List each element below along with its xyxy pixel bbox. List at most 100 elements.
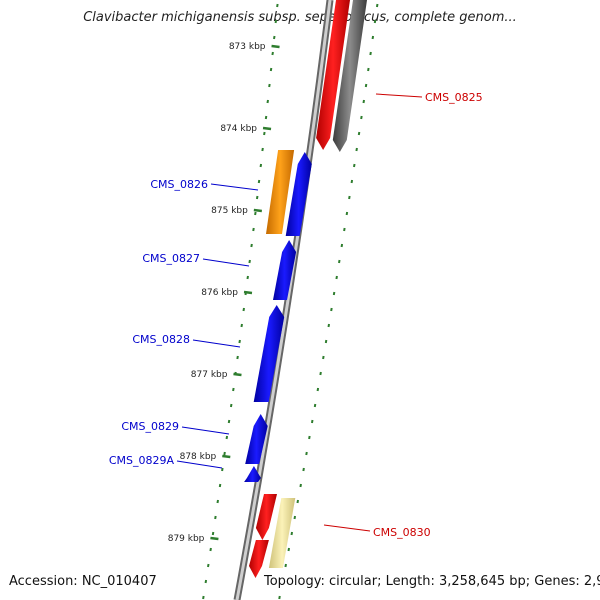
forward-guide-dot <box>218 483 222 488</box>
gene-labels: CMS_0825 CMS_0826 CMS_0827 CMS_0828 CMS_0829… <box>109 91 483 539</box>
forward-guide-dot <box>223 451 226 456</box>
gene-CMS_0825-companion-arrow[interactable] <box>332 0 367 152</box>
reverse-guide-dot <box>360 115 363 120</box>
gene-label-leader <box>210 183 259 191</box>
reverse-guide-dot <box>327 323 330 328</box>
gene-label-CMS_0826[interactable]: CMS_0826 <box>150 178 208 191</box>
reverse-guide-dot <box>330 307 333 312</box>
gene-label-CMS_0827[interactable]: CMS_0827 <box>142 252 200 265</box>
gene-CMS_0826-companion-bar[interactable] <box>266 150 295 234</box>
gene-CMS_0829A-arrow[interactable] <box>244 466 261 482</box>
gene-label-CMS_0825[interactable]: CMS_0825 <box>425 91 483 104</box>
forward-guide-dot <box>271 51 274 56</box>
forward-guide-dot <box>264 115 268 120</box>
gene-CMS_0826-arrow[interactable] <box>285 152 312 236</box>
forward-guide-dot <box>266 99 269 104</box>
forward-guide-dot <box>261 147 264 152</box>
forward-guide-dot <box>276 3 279 8</box>
gene-CMS_0828-arrow[interactable] <box>253 305 285 402</box>
reverse-guide-dot <box>369 51 372 56</box>
reverse-guide-dot <box>364 83 368 88</box>
forward-guide-dot <box>274 19 278 24</box>
tick-label: 873 kbp <box>229 42 266 52</box>
gene-CMS_0829-arrow[interactable] <box>245 414 268 464</box>
forward-guide-dot <box>254 211 257 216</box>
tick-mark <box>262 126 272 131</box>
gene-label-leader <box>192 339 241 348</box>
topology-text: Topology: circular; Length: 3,258,645 bp… <box>262 574 600 589</box>
tick-label: 876 kbp <box>201 288 238 298</box>
forward-guide-dot <box>242 307 245 312</box>
gene-CMS_0830-companion-bar[interactable] <box>268 498 296 568</box>
reverse-guide-dot <box>350 179 354 184</box>
forward-guide-dot <box>211 531 215 536</box>
reverse-guide-dot <box>293 515 297 520</box>
gene-features <box>244 0 367 578</box>
forward-guide-dot <box>246 275 249 280</box>
reverse-guide-dot <box>345 211 349 216</box>
forward-guide-dot <box>202 595 205 600</box>
reverse-guide-dot <box>319 371 322 376</box>
forward-guide-dot <box>269 67 273 72</box>
forward-guide-dot <box>209 547 212 552</box>
reverse-guide-dot <box>373 19 377 24</box>
gene-CMS_0830-second-arrow[interactable] <box>249 540 269 578</box>
tick-label: 878 kbp <box>180 452 217 462</box>
reverse-guide-dot <box>332 291 336 296</box>
forward-guide-dot <box>216 499 219 504</box>
reverse-guide-dot <box>348 195 351 200</box>
gene-label-leader <box>375 93 423 98</box>
gene-label-CMS_0828[interactable]: CMS_0828 <box>132 333 190 346</box>
forward-guide-dot <box>252 227 255 232</box>
gene-CMS_0825-arrow[interactable] <box>316 0 350 150</box>
reverse-guide-dot <box>299 483 302 488</box>
tick-mark <box>210 536 219 541</box>
reverse-guide-dot <box>371 35 375 40</box>
tick-mark <box>222 454 231 459</box>
reverse-guide-dot <box>313 403 317 408</box>
forward-guide-dot <box>238 339 241 344</box>
forward-guide-dot <box>259 163 263 168</box>
forward-guide-dot <box>240 323 243 328</box>
gene-label-CMS_0830[interactable]: CMS_0830 <box>373 526 431 539</box>
gene-label-leader <box>181 426 230 435</box>
reverse-guide-dot <box>296 499 299 504</box>
forward-guide-dot <box>263 131 266 136</box>
forward-guide-dot <box>214 515 217 520</box>
forward-guide-dot <box>250 243 253 248</box>
gene-label-leader <box>176 460 223 469</box>
forward-guide-dot <box>207 563 210 568</box>
reverse-guide-dot <box>316 387 320 392</box>
map-title: Clavibacter michiganensis subsp. sepedon… <box>83 10 517 25</box>
scale-ticks: 873 kbp 874 kbp 875 kbp 876 kbp 877 kbp 878 k… <box>168 42 280 544</box>
forward-guide-dot <box>268 83 271 88</box>
tick-mark <box>271 44 280 49</box>
forward-guide-dot <box>232 387 235 392</box>
reverse-guide-dot <box>367 67 370 72</box>
forward-guide-dot <box>204 579 208 584</box>
reverse-guide-dot <box>375 3 379 8</box>
reverse-guide-dot <box>335 275 338 280</box>
gene-label-CMS_0829A[interactable]: CMS_0829A <box>109 454 175 467</box>
reverse-guide-dot <box>290 531 294 536</box>
reverse-guide-dot <box>278 595 281 600</box>
backbone-highlight <box>235 0 332 600</box>
forward-guide-dot <box>255 195 259 200</box>
tick-label: 874 kbp <box>220 124 257 134</box>
reverse-guide-dot <box>302 467 305 472</box>
forward-guide-dot <box>225 435 229 440</box>
reverse-guide-dot <box>357 131 361 136</box>
reverse-guide-dot <box>284 563 287 568</box>
tick-mark <box>253 208 263 213</box>
tick-label: 879 kbp <box>168 534 205 544</box>
reverse-guide-dot <box>355 147 358 152</box>
accession-text: Accession: NC_010407 <box>9 574 157 589</box>
gene-CMS_0830-arrow[interactable] <box>255 494 277 540</box>
gene-label-leader <box>323 524 371 532</box>
gene-label-CMS_0829[interactable]: CMS_0829 <box>121 420 179 433</box>
reverse-guide-dot <box>324 339 328 344</box>
gene-CMS_0827-arrow[interactable] <box>273 240 297 300</box>
genome-backbone <box>233 0 334 600</box>
reverse-guide-dot <box>340 243 344 248</box>
